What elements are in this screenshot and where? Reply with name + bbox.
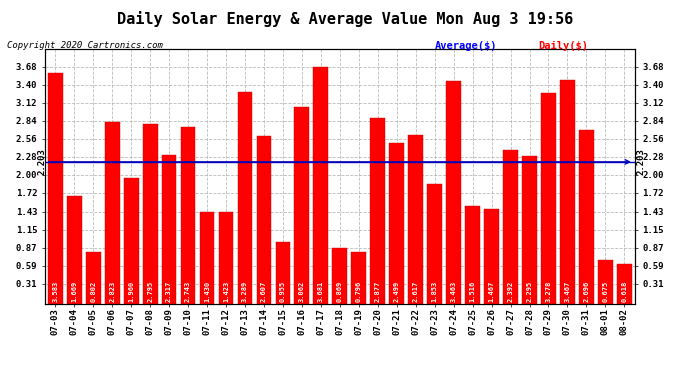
Text: 2.696: 2.696	[584, 281, 589, 303]
Bar	[541, 93, 556, 304]
Text: 3.463: 3.463	[451, 281, 457, 303]
Bar	[579, 130, 594, 304]
Text: 1.516: 1.516	[470, 281, 475, 303]
Bar	[143, 124, 157, 304]
Text: 3.289: 3.289	[242, 281, 248, 303]
Bar	[617, 264, 632, 304]
Text: 0.618: 0.618	[622, 281, 627, 303]
Bar	[598, 260, 613, 304]
Text: 1.467: 1.467	[489, 281, 495, 303]
Bar	[275, 242, 290, 304]
Text: 3.583: 3.583	[52, 281, 58, 303]
Text: Copyright 2020 Cartronics.com: Copyright 2020 Cartronics.com	[7, 41, 163, 50]
Bar	[427, 184, 442, 304]
Bar	[351, 252, 366, 304]
Text: 2.203: 2.203	[637, 148, 646, 176]
Bar	[522, 156, 537, 304]
Text: 1.423: 1.423	[223, 281, 229, 303]
Bar	[48, 73, 63, 304]
Text: 0.802: 0.802	[90, 281, 96, 303]
Text: 0.675: 0.675	[602, 281, 609, 303]
Text: 1.960: 1.960	[128, 281, 134, 303]
Text: 0.955: 0.955	[280, 281, 286, 303]
Bar	[503, 150, 518, 304]
Bar	[219, 212, 233, 304]
Text: 2.823: 2.823	[109, 281, 115, 303]
Text: 2.743: 2.743	[185, 281, 191, 303]
Bar	[371, 118, 385, 304]
Text: 0.796: 0.796	[356, 281, 362, 303]
Bar	[257, 136, 271, 304]
Text: 2.392: 2.392	[508, 281, 513, 303]
Text: 1.853: 1.853	[432, 281, 437, 303]
Text: Daily Solar Energy & Average Value Mon Aug 3 19:56: Daily Solar Energy & Average Value Mon A…	[117, 11, 573, 27]
Bar	[181, 127, 195, 304]
Bar	[67, 196, 81, 304]
Text: 1.430: 1.430	[204, 281, 210, 303]
Bar	[389, 143, 404, 304]
Bar	[465, 206, 480, 304]
Text: 3.062: 3.062	[299, 281, 305, 303]
Text: 1.669: 1.669	[71, 281, 77, 303]
Bar	[446, 81, 461, 304]
Text: 0.869: 0.869	[337, 281, 343, 303]
Bar	[484, 209, 499, 304]
Text: Average($): Average($)	[435, 41, 497, 51]
Text: 3.278: 3.278	[546, 281, 551, 303]
Text: 2.203: 2.203	[37, 148, 46, 176]
Bar	[237, 92, 253, 304]
Text: 2.795: 2.795	[147, 281, 153, 303]
Bar	[124, 177, 139, 304]
Bar	[560, 81, 575, 304]
Bar	[313, 67, 328, 304]
Bar	[161, 154, 177, 304]
Bar	[105, 122, 119, 304]
Text: 2.607: 2.607	[261, 281, 267, 303]
Bar	[408, 135, 423, 304]
Bar	[295, 106, 309, 304]
Text: 2.877: 2.877	[375, 281, 381, 303]
Bar	[199, 211, 215, 304]
Text: 3.467: 3.467	[564, 281, 571, 303]
Text: 2.499: 2.499	[394, 281, 400, 303]
Text: 2.617: 2.617	[413, 281, 419, 303]
Text: Daily($): Daily($)	[538, 41, 588, 51]
Text: 3.681: 3.681	[318, 281, 324, 303]
Bar	[86, 252, 101, 304]
Text: 2.295: 2.295	[526, 281, 533, 303]
Text: 2.317: 2.317	[166, 281, 172, 303]
Bar	[333, 248, 347, 304]
